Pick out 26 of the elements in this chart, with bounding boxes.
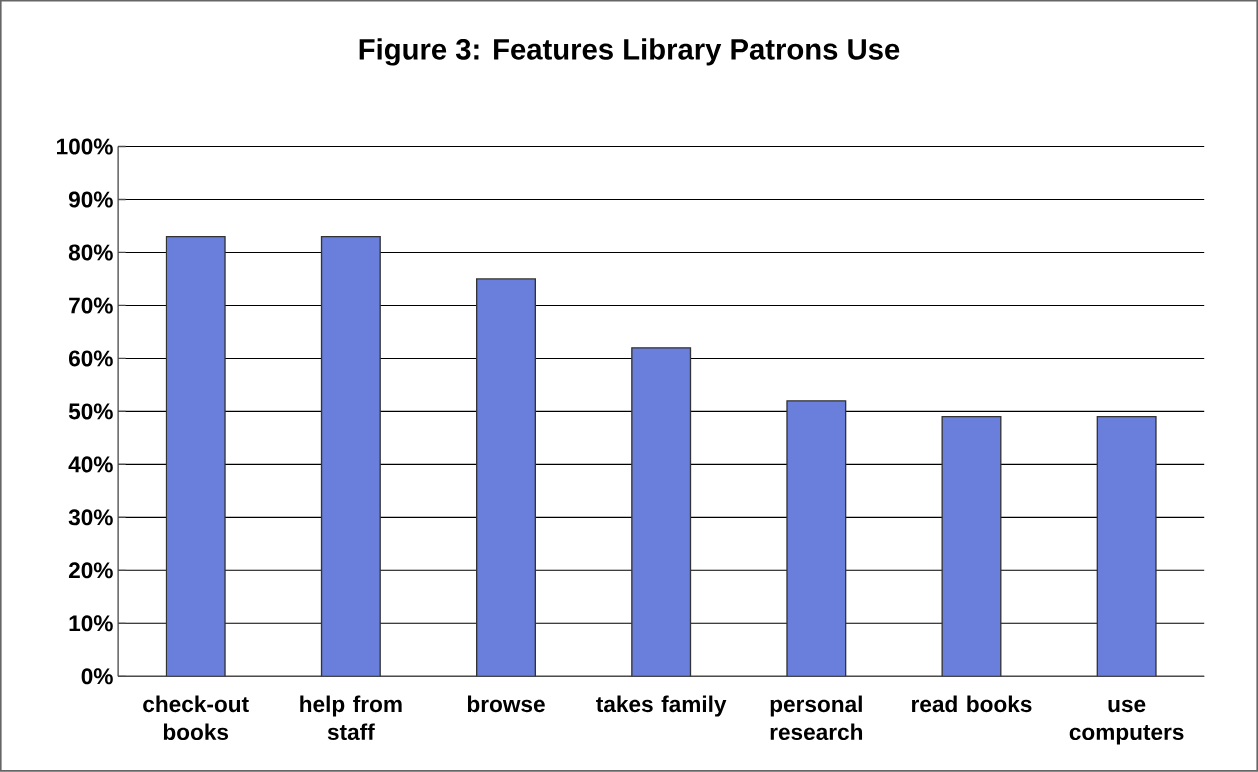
y-tick-label: 50% — [68, 403, 113, 420]
chart-title: Figure 3: Features Library Patrons Use — [359, 38, 900, 66]
y-tick-label: 40% — [68, 456, 113, 473]
x-tick-label: read books — [912, 695, 1032, 713]
y-tick-label: 0% — [81, 668, 113, 685]
bar — [1096, 416, 1157, 677]
y-tick-label: 70% — [69, 297, 113, 314]
y-tick-label: 100% — [57, 138, 113, 155]
y-tick-label: 80% — [68, 244, 113, 261]
x-tick-label: check-out books — [143, 695, 249, 741]
x-tick-label: help from staff — [300, 695, 402, 741]
y-tick-label: 30% — [68, 509, 113, 526]
bar — [631, 347, 692, 677]
x-tick-label: takes family — [596, 695, 727, 717]
bar — [941, 416, 1002, 677]
bar — [165, 236, 226, 677]
x-tick-label: use computers — [1069, 699, 1184, 745]
y-tick-label: 60% — [69, 350, 113, 367]
bar — [476, 278, 537, 677]
y-tick-label: 10% — [69, 615, 113, 632]
bar — [320, 236, 381, 677]
x-tick-label: personal research — [770, 695, 863, 741]
x-tick-label: browse — [467, 695, 545, 713]
y-tick-label: 20% — [68, 562, 113, 579]
bar — [786, 400, 847, 677]
y-tick-label: 90% — [68, 191, 113, 208]
